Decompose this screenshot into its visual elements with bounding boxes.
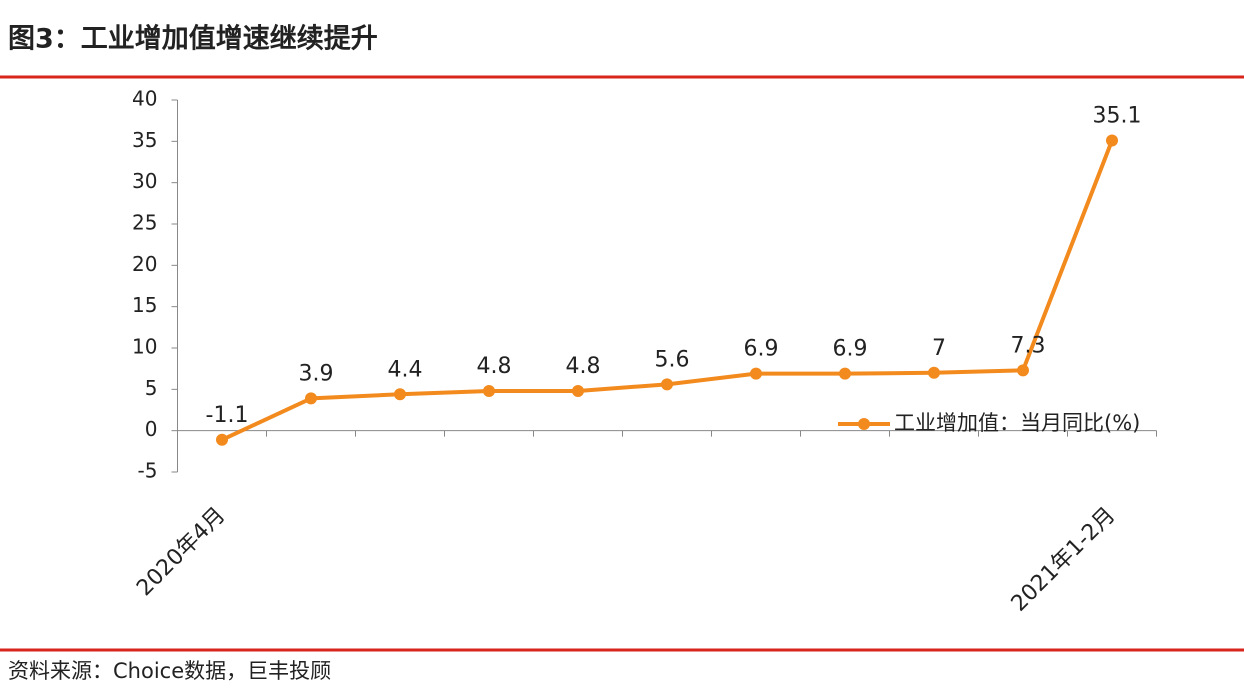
point xyxy=(750,367,762,380)
y-tick-label: 15 xyxy=(132,293,157,317)
y-tick-label: 5 xyxy=(145,376,158,400)
data-label: 4.8 xyxy=(477,354,512,379)
legend-label: 工业增加值：当月同比(%) xyxy=(894,411,1140,435)
point xyxy=(839,367,851,380)
x-tick-label: 2020年4月 xyxy=(132,503,230,601)
legend-marker xyxy=(858,418,870,430)
point xyxy=(216,433,228,446)
data-label: 6.9 xyxy=(833,337,868,362)
data-label: 4.8 xyxy=(566,354,601,379)
x-tick-label: 2021年1-2月 xyxy=(1007,503,1121,617)
series-line xyxy=(221,139,1114,442)
y-tick-label: 30 xyxy=(132,169,157,193)
y-tick-label: 35 xyxy=(132,128,157,152)
page-title: 图3：工业增加值增速继续提升 xyxy=(8,23,378,55)
y-tick-label: 20 xyxy=(132,252,157,276)
data-label: 7.3 xyxy=(1011,333,1046,358)
data-label: -1.1 xyxy=(206,403,249,428)
data-label: 6.9 xyxy=(744,337,779,362)
data-label: 5.6 xyxy=(655,347,690,372)
point xyxy=(483,384,495,397)
y-tick-label: 25 xyxy=(132,211,157,235)
point xyxy=(1017,364,1029,377)
point xyxy=(928,366,940,379)
point xyxy=(394,388,406,401)
point xyxy=(305,392,317,405)
point xyxy=(661,378,673,391)
y-tick-label: 0 xyxy=(145,417,158,441)
y-tick-label: -5 xyxy=(138,459,158,483)
data-label: 3.9 xyxy=(299,361,334,386)
data-label: 7 xyxy=(932,336,946,361)
point xyxy=(1106,134,1118,147)
point xyxy=(572,384,584,397)
data-label: 35.1 xyxy=(1093,104,1142,129)
data-label: 4.4 xyxy=(388,357,423,382)
y-tick-label: 40 xyxy=(132,87,157,111)
y-tick-label: 10 xyxy=(132,335,157,359)
source-note: 资料来源：Choice数据，巨丰投顾 xyxy=(8,659,331,683)
